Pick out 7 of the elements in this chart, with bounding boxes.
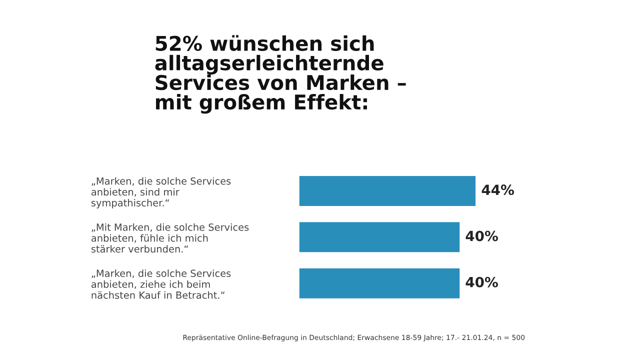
y-tick-label: „Marken, die solche Services anbieten, ziehe ich beim nächsten Kauf in Betracht.“ <box>92 269 231 299</box>
y-tick-label: „Marken, die solche Services anbieten, sind mir sympathischer.“ <box>91 177 231 208</box>
data-label: 40% <box>466 276 498 288</box>
data-label: 44% <box>482 184 514 196</box>
chart-title: 52% wünschen sich alltagserleichternde Services von Marken – mit großem Effekt: <box>155 35 406 114</box>
y-tick-label: „Mit Marken, die solche Services anbieten, fühle ich mich stärker verbunden.“ <box>91 223 249 253</box>
data-label: 40% <box>466 230 498 242</box>
